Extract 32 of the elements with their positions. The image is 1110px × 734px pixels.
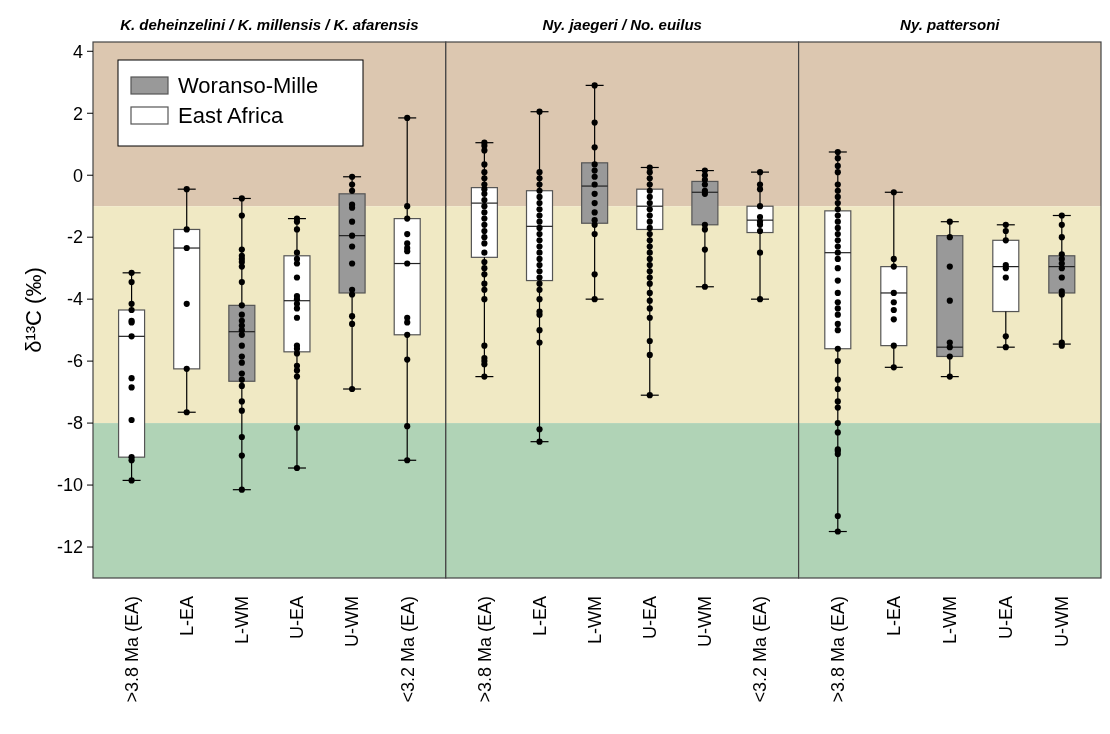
y-tick-label: -10 bbox=[56, 475, 83, 496]
y-tick-label: -2 bbox=[66, 227, 83, 248]
x-tick-label: U-WM bbox=[695, 596, 716, 647]
legend-label: Woranso-Mille bbox=[178, 73, 319, 98]
x-tick-label: U-WM bbox=[1052, 596, 1073, 647]
x-tick-label: L-EA bbox=[884, 596, 905, 637]
y-tick-label: -12 bbox=[56, 537, 83, 558]
x-tick-label: <3.2 Ma (EA) bbox=[397, 596, 418, 703]
chart-title: Ny. jaegeri / No. euilus bbox=[542, 16, 702, 33]
x-tick-label: L-EA bbox=[529, 596, 550, 637]
x-tick-label: <3.2 Ma (EA) bbox=[750, 596, 771, 703]
y-tick-label: -8 bbox=[66, 413, 83, 434]
y-tick-label: -4 bbox=[66, 289, 83, 310]
y-tick-label: 0 bbox=[72, 165, 83, 186]
x-tick-label: L-WM bbox=[584, 596, 605, 644]
x-tick-label: U-EA bbox=[640, 596, 661, 640]
chart-title: Ny. pattersoni bbox=[900, 16, 1001, 33]
x-tick-label: L-WM bbox=[940, 596, 961, 644]
x-tick-label: >3.8 Ma (EA) bbox=[121, 596, 142, 703]
x-tick-label: >3.8 Ma (EA) bbox=[474, 596, 495, 703]
x-tick-label: L-EA bbox=[177, 596, 198, 637]
x-tick-label: U-EA bbox=[287, 596, 308, 640]
x-tick-label: U-WM bbox=[342, 596, 363, 647]
y-tick-label: 4 bbox=[72, 41, 83, 62]
x-tick-label: >3.8 Ma (EA) bbox=[828, 596, 849, 703]
legend-label: East Africa bbox=[178, 103, 284, 128]
x-tick-label: U-EA bbox=[996, 596, 1017, 640]
y-axis-title: δ¹³C (‰) bbox=[21, 267, 46, 353]
y-tick-label: -6 bbox=[66, 351, 83, 372]
chart-title: K. deheinzelini / K. millensis / K. afarensis bbox=[120, 16, 419, 33]
x-tick-label: L-WM bbox=[232, 596, 253, 644]
y-tick-label: 2 bbox=[72, 103, 83, 124]
